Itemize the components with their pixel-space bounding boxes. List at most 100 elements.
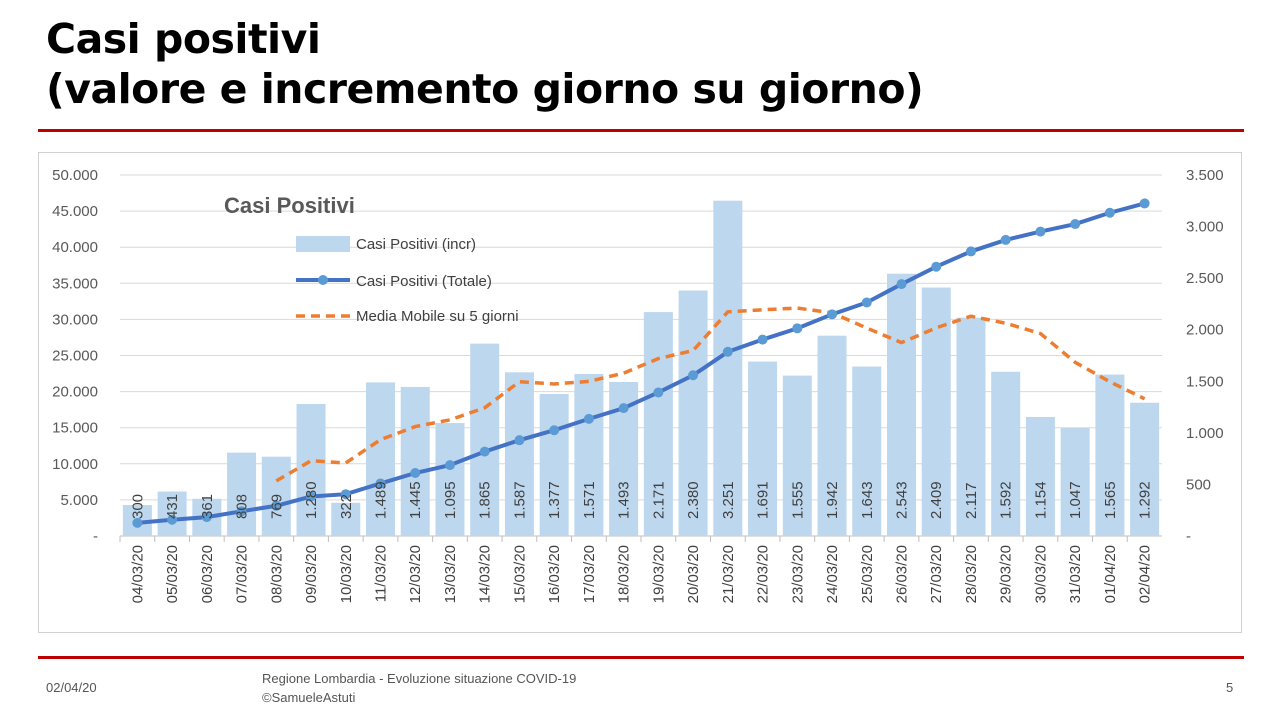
total-point bbox=[653, 387, 664, 398]
legend-label: Media Mobile su 5 giorni bbox=[356, 308, 519, 325]
bar-data-label: 1.292 bbox=[1137, 481, 1154, 519]
total-point bbox=[1070, 219, 1081, 230]
x-tick-label: 10/03/20 bbox=[338, 545, 355, 603]
bar bbox=[852, 366, 882, 536]
x-tick-label: 16/03/20 bbox=[546, 545, 563, 603]
bar-data-label: 1.445 bbox=[407, 481, 424, 519]
bottom-divider bbox=[38, 656, 1244, 659]
bar-data-label: 1.865 bbox=[477, 481, 494, 519]
x-tick-label: 09/03/20 bbox=[303, 545, 320, 603]
bar-data-label: 1.592 bbox=[998, 481, 1015, 519]
x-tick-label: 17/03/20 bbox=[581, 545, 598, 603]
bar-data-label: 1.587 bbox=[511, 481, 528, 519]
x-tick-label: 28/03/20 bbox=[963, 545, 980, 603]
bar bbox=[782, 375, 812, 536]
bar bbox=[227, 452, 257, 536]
total-point bbox=[479, 446, 490, 457]
total-point bbox=[201, 512, 212, 523]
left-tick-label: 15.000 bbox=[52, 420, 98, 437]
bar-data-label: 1.565 bbox=[1102, 481, 1119, 519]
right-tick-label: 1.000 bbox=[1186, 425, 1224, 442]
total-point bbox=[1000, 234, 1011, 245]
total-point bbox=[688, 370, 699, 381]
bar bbox=[435, 423, 465, 536]
right-tick-label: 1.500 bbox=[1186, 373, 1224, 390]
bar bbox=[366, 382, 395, 536]
bar bbox=[1060, 428, 1090, 536]
legend-label: Casi Positivi (Totale) bbox=[356, 273, 492, 290]
x-tick-label: 14/03/20 bbox=[477, 545, 494, 603]
total-point bbox=[1139, 198, 1150, 209]
x-tick-label: 19/03/20 bbox=[650, 545, 667, 603]
bar bbox=[157, 491, 187, 536]
bar-data-label: 1.555 bbox=[789, 481, 806, 519]
legend-total-marker bbox=[318, 275, 328, 285]
bar bbox=[331, 502, 361, 536]
right-tick-label: - bbox=[1186, 528, 1191, 545]
bar bbox=[1025, 416, 1055, 536]
x-tick-label: 23/03/20 bbox=[789, 545, 806, 603]
total-point bbox=[827, 309, 838, 320]
bar bbox=[748, 361, 778, 536]
total-point bbox=[618, 403, 629, 414]
bar-data-label: 1.489 bbox=[373, 481, 390, 519]
x-tick-label: 06/03/20 bbox=[199, 545, 216, 603]
x-tick-label: 08/03/20 bbox=[268, 545, 285, 603]
total-point bbox=[1035, 226, 1046, 237]
bar bbox=[678, 290, 708, 536]
x-tick-label: 22/03/20 bbox=[755, 545, 772, 603]
x-tick-label: 26/03/20 bbox=[894, 545, 911, 603]
x-tick-label: 29/03/20 bbox=[998, 545, 1015, 603]
bar bbox=[713, 200, 743, 537]
bar-data-label: 808 bbox=[234, 494, 251, 519]
bar-data-label: 322 bbox=[338, 494, 355, 519]
total-point bbox=[340, 489, 351, 500]
x-tick-label: 04/03/20 bbox=[129, 545, 146, 603]
bar-data-label: 1.643 bbox=[859, 481, 876, 519]
bar bbox=[400, 386, 430, 536]
x-tick-label: 20/03/20 bbox=[685, 545, 702, 603]
bar-data-label: 1.571 bbox=[581, 481, 598, 519]
x-tick-label: 05/03/20 bbox=[164, 545, 181, 603]
bar-data-label: 1.942 bbox=[824, 481, 841, 519]
total-point bbox=[132, 517, 143, 528]
left-tick-label: 35.000 bbox=[52, 275, 98, 292]
total-point bbox=[965, 246, 976, 257]
total-point bbox=[514, 435, 525, 446]
total-point bbox=[583, 413, 594, 424]
total-point bbox=[375, 478, 386, 489]
left-tick-label: 30.000 bbox=[52, 311, 98, 328]
bar-data-label: 2.543 bbox=[894, 481, 911, 519]
chart-frame bbox=[38, 152, 1242, 633]
bar-data-label: 1.095 bbox=[442, 481, 459, 519]
right-tick-label: 3.500 bbox=[1186, 167, 1224, 184]
total-point bbox=[410, 468, 421, 479]
left-tick-label: 45.000 bbox=[52, 203, 98, 220]
x-tick-label: 12/03/20 bbox=[407, 545, 424, 603]
legend-bar-swatch bbox=[296, 236, 350, 252]
bar bbox=[574, 373, 604, 536]
total-point bbox=[1104, 207, 1115, 218]
footer-date: 02/04/20 bbox=[46, 680, 97, 695]
bar bbox=[470, 343, 500, 536]
bar bbox=[643, 312, 673, 536]
x-tick-label: 27/03/20 bbox=[928, 545, 945, 603]
top-divider bbox=[38, 129, 1244, 132]
total-point bbox=[167, 514, 178, 525]
x-tick-label: 01/04/20 bbox=[1102, 545, 1119, 603]
bar bbox=[817, 335, 847, 536]
bar-data-label: 431 bbox=[164, 494, 181, 519]
footer-line-1: Regione Lombardia - Evoluzione situazion… bbox=[262, 671, 577, 686]
right-tick-label: 500 bbox=[1186, 476, 1211, 493]
total-point bbox=[271, 500, 282, 511]
left-tick-label: 5.000 bbox=[60, 492, 98, 509]
bar bbox=[956, 317, 986, 536]
bar-data-label: 1.154 bbox=[1032, 481, 1049, 519]
moving-average-line bbox=[275, 306, 1146, 483]
title-line-1: Casi positivi bbox=[46, 15, 321, 63]
footer-source: Regione Lombardia - Evoluzione situazion… bbox=[262, 669, 576, 707]
left-tick-label: 40.000 bbox=[52, 239, 98, 256]
bar-data-label: 769 bbox=[268, 494, 285, 519]
left-tick-label: 20.000 bbox=[52, 384, 98, 401]
